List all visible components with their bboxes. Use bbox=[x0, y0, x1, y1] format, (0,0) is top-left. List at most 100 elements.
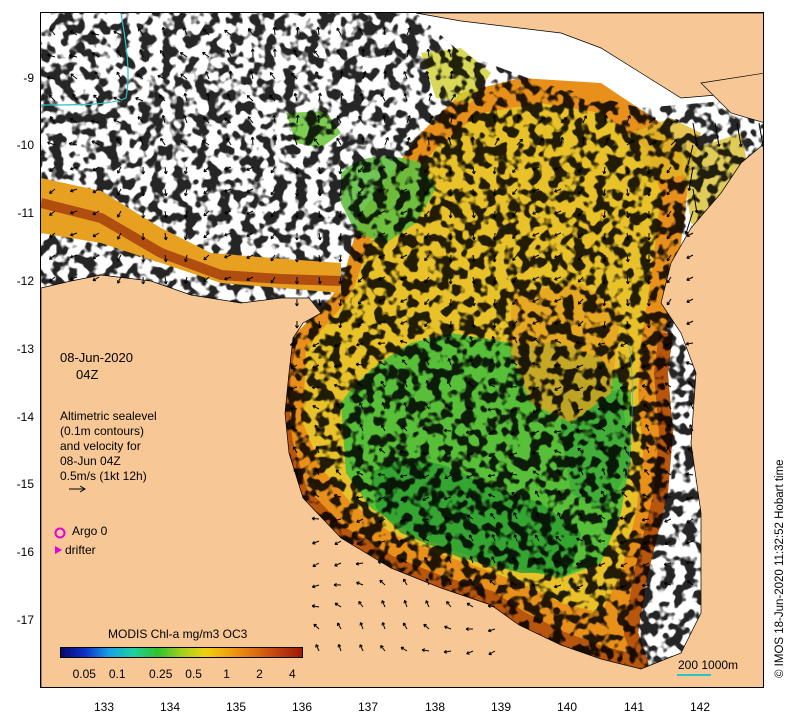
velocity-arrow bbox=[469, 358, 474, 366]
velocity-arrow bbox=[670, 119, 679, 124]
velocity-arrowhead bbox=[338, 236, 343, 241]
velocity-arrowhead bbox=[336, 27, 340, 32]
velocity-arrowhead bbox=[423, 623, 427, 628]
velocity-arrowhead bbox=[339, 70, 344, 75]
velocity-arrowhead bbox=[517, 115, 521, 119]
velocity-arrowhead bbox=[577, 323, 582, 327]
velocity-arrow bbox=[626, 276, 629, 284]
velocity-arrowhead bbox=[294, 237, 299, 241]
velocity-arrow bbox=[205, 71, 210, 80]
velocity-arrow bbox=[577, 166, 584, 173]
velocity-arrow bbox=[116, 137, 122, 146]
velocity-arrowhead bbox=[422, 497, 426, 501]
velocity-arrowhead bbox=[206, 92, 210, 97]
velocity-arrowhead bbox=[531, 450, 535, 455]
velocity-arrow bbox=[270, 232, 276, 240]
velocity-arrowhead bbox=[534, 490, 539, 495]
velocity-arrow bbox=[598, 386, 606, 391]
velocity-arrow bbox=[49, 188, 56, 194]
velocity-arrowhead bbox=[117, 258, 121, 262]
velocity-arrowhead bbox=[471, 170, 476, 175]
velocity-arrow bbox=[490, 359, 496, 366]
velocity-arrowhead bbox=[312, 492, 317, 496]
velocity-arrowhead bbox=[163, 280, 168, 285]
velocity-arrow bbox=[466, 602, 474, 608]
velocity-arrow bbox=[70, 210, 78, 214]
new-guinea bbox=[415, 13, 763, 99]
velocity-arrowhead bbox=[532, 255, 536, 259]
velocity-arrowhead bbox=[686, 540, 690, 545]
velocity-arrowhead bbox=[357, 169, 362, 173]
velocity-arrowhead bbox=[512, 169, 516, 173]
velocity-arrowhead bbox=[317, 170, 322, 175]
velocity-arrowhead bbox=[317, 280, 322, 285]
velocity-arrowhead bbox=[448, 237, 453, 241]
velocity-arrowhead bbox=[70, 73, 74, 77]
velocity-arrow bbox=[357, 210, 364, 217]
velocity-arrow bbox=[466, 514, 474, 520]
velocity-arrowhead bbox=[447, 358, 452, 362]
velocity-arrowhead bbox=[163, 170, 168, 175]
velocity-arrowhead bbox=[269, 94, 273, 99]
velocity-arrow bbox=[422, 537, 430, 542]
velocity-arrowhead bbox=[400, 646, 405, 651]
velocity-arrowhead bbox=[113, 96, 117, 101]
velocity-arrowhead bbox=[400, 167, 404, 171]
velocity-arrow bbox=[400, 188, 408, 193]
velocity-arrowhead bbox=[93, 94, 97, 99]
velocity-arrow bbox=[337, 424, 342, 432]
velocity-arrow bbox=[554, 232, 562, 237]
velocity-arrowhead bbox=[602, 214, 607, 219]
velocity-arrowhead bbox=[554, 299, 558, 303]
velocity-arrowhead bbox=[203, 116, 207, 121]
drifter-icon bbox=[55, 546, 62, 554]
velocity-arrow bbox=[377, 474, 386, 476]
velocity-arrowhead bbox=[471, 192, 476, 197]
velocity-arrowhead bbox=[224, 254, 228, 259]
velocity-arrowhead bbox=[357, 191, 362, 195]
velocity-arrowhead bbox=[554, 189, 558, 193]
colorbar-tick-label: 2 bbox=[256, 667, 263, 681]
velocity-arrow bbox=[472, 254, 475, 262]
velocity-arrow bbox=[312, 364, 320, 369]
velocity-arrow bbox=[69, 143, 78, 146]
velocity-arrowhead bbox=[468, 534, 473, 539]
velocity-arrowhead bbox=[448, 259, 453, 263]
velocity-arrow bbox=[538, 117, 546, 124]
velocity-arrowhead bbox=[620, 343, 624, 347]
velocity-arrow bbox=[403, 71, 408, 80]
velocity-arrow bbox=[579, 468, 584, 476]
velocity-arrowhead bbox=[159, 50, 164, 54]
velocity-arrowhead bbox=[598, 426, 603, 431]
velocity-arrowhead bbox=[313, 138, 318, 142]
legend-line: 0.5m/s (1kt 12h) bbox=[60, 469, 147, 483]
velocity-arrowhead bbox=[465, 405, 470, 410]
scale-bar-label: 200 1000m bbox=[678, 658, 739, 672]
velocity-arrowhead bbox=[532, 409, 536, 413]
velocity-arrow bbox=[512, 166, 518, 173]
velocity-arrow bbox=[224, 117, 232, 124]
velocity-arrow bbox=[47, 141, 56, 146]
velocity-arrowhead bbox=[293, 137, 298, 141]
velocity-arrow bbox=[466, 650, 474, 655]
velocity-arrow bbox=[469, 534, 474, 542]
velocity-arrow bbox=[183, 115, 188, 124]
velocity-arrowhead bbox=[313, 623, 317, 628]
velocity-arrow bbox=[159, 94, 166, 102]
y-tick-label: -10 bbox=[16, 138, 34, 152]
velocity-arrowhead bbox=[619, 516, 624, 521]
velocity-arrowhead bbox=[531, 361, 536, 366]
velocity-arrow bbox=[582, 115, 587, 124]
velocity-arrowhead bbox=[355, 362, 359, 367]
velocity-arrowhead bbox=[378, 519, 382, 523]
velocity-arrow bbox=[226, 137, 232, 146]
velocity-arrowhead bbox=[403, 600, 408, 604]
velocity-arrowhead bbox=[183, 92, 188, 97]
velocity-arrow bbox=[406, 27, 411, 36]
velocity-arrowhead bbox=[246, 233, 250, 237]
velocity-arrowhead bbox=[70, 276, 74, 281]
velocity-arrowhead bbox=[487, 473, 492, 478]
velocity-arrow bbox=[293, 137, 298, 146]
velocity-arrowhead bbox=[385, 49, 389, 53]
velocity-arrow bbox=[686, 342, 694, 345]
